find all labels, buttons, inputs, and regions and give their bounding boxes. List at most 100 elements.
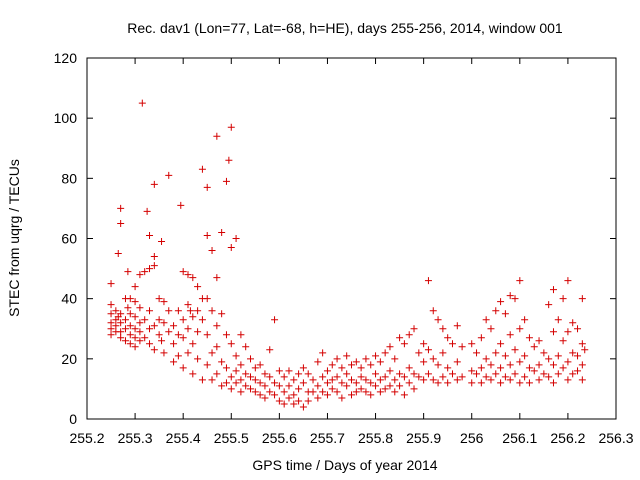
data-point <box>150 346 158 354</box>
data-point <box>516 379 524 387</box>
data-point <box>160 298 168 306</box>
data-point <box>367 379 375 387</box>
data-point <box>487 376 495 384</box>
data-point <box>511 346 519 354</box>
data-point <box>357 364 365 372</box>
data-point <box>314 394 322 402</box>
data-point <box>112 322 120 330</box>
data-point <box>323 391 331 399</box>
x-tick-label: 255.6 <box>262 430 297 446</box>
data-point <box>473 349 481 357</box>
data-point <box>198 316 206 324</box>
data-point <box>482 316 490 324</box>
data-point <box>174 352 182 360</box>
data-point <box>482 355 490 363</box>
data-point <box>578 340 586 348</box>
data-point <box>323 367 331 375</box>
data-point <box>179 316 187 324</box>
data-point <box>348 391 355 399</box>
data-point <box>126 310 134 318</box>
data-point <box>138 99 146 107</box>
data-point <box>256 379 264 387</box>
data-point <box>545 301 553 309</box>
data-point <box>386 367 394 375</box>
data-point <box>218 382 226 390</box>
data-point <box>136 319 144 327</box>
data-point <box>165 171 173 179</box>
data-point <box>141 316 149 324</box>
data-point <box>525 364 533 372</box>
data-point <box>131 313 139 321</box>
data-point <box>564 277 572 285</box>
y-tick-label: 20 <box>61 351 77 367</box>
data-point <box>304 370 312 378</box>
data-point <box>131 298 139 306</box>
data-point <box>155 295 163 303</box>
data-point <box>367 391 375 399</box>
data-point <box>227 244 235 252</box>
data-point <box>271 391 279 399</box>
data-point <box>439 373 447 381</box>
data-point <box>314 358 322 366</box>
data-point <box>400 391 408 399</box>
data-point <box>424 370 432 378</box>
data-point <box>186 307 194 315</box>
data-point <box>256 391 264 399</box>
data-point <box>319 388 327 396</box>
data-point <box>194 283 202 291</box>
x-tick-label: 256.3 <box>598 430 633 446</box>
data-point <box>343 382 351 390</box>
data-point <box>497 340 505 348</box>
data-point <box>174 331 182 339</box>
data-point <box>554 370 562 378</box>
data-point <box>227 340 235 348</box>
data-point <box>131 334 139 342</box>
data-point <box>439 349 447 357</box>
data-point <box>280 400 288 408</box>
data-point <box>213 132 221 140</box>
data-point <box>458 343 466 351</box>
data-point <box>126 295 134 303</box>
data-point <box>501 310 509 318</box>
data-point <box>295 370 303 378</box>
data-point <box>434 379 442 387</box>
data-point <box>386 382 394 390</box>
data-point <box>203 295 211 303</box>
data-point <box>357 385 365 393</box>
data-point <box>357 373 365 381</box>
data-point <box>117 334 125 342</box>
data-point <box>232 379 240 387</box>
data-point <box>381 373 389 381</box>
data-point <box>569 370 577 378</box>
data-point <box>160 349 168 357</box>
y-axis-label: STEC from uqrg / TECUs <box>6 159 22 317</box>
data-point <box>232 235 240 242</box>
x-tick-label: 256 <box>460 430 484 446</box>
data-point <box>420 376 428 384</box>
data-point <box>285 367 293 375</box>
data-point <box>136 337 144 345</box>
data-point <box>290 391 298 399</box>
data-point <box>497 298 505 306</box>
data-point <box>179 364 187 372</box>
data-point <box>444 379 452 387</box>
data-point <box>516 358 524 366</box>
data-point <box>343 352 351 360</box>
data-point <box>213 370 221 378</box>
data-point <box>107 310 115 318</box>
data-point <box>117 319 125 327</box>
data-point <box>439 325 447 333</box>
data-point <box>208 307 216 315</box>
data-point <box>290 400 298 408</box>
data-points <box>107 99 589 411</box>
data-point <box>266 388 274 396</box>
x-tick-label: 255.7 <box>310 430 345 446</box>
data-point <box>124 304 132 312</box>
data-point <box>150 262 158 270</box>
data-point <box>247 385 255 393</box>
data-point <box>564 328 572 336</box>
data-point <box>184 271 192 279</box>
y-tick-label: 120 <box>54 50 78 66</box>
data-point <box>251 364 259 372</box>
data-point <box>391 388 399 396</box>
